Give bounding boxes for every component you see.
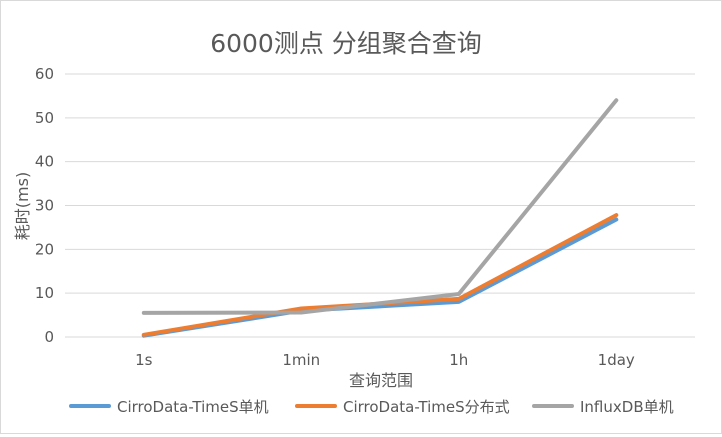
x-axis-label: 查询范围 [349, 371, 413, 390]
x-tick-label-1h: 1h [449, 351, 468, 369]
series-lines [141, 98, 619, 338]
y-tick-label-60: 60 [35, 65, 54, 83]
y-tick-labels: 0 10 20 30 40 50 60 [35, 65, 54, 346]
series-line-1 [141, 217, 619, 338]
x-tick-label-1day: 1day [598, 351, 635, 369]
x-tick-label-1min: 1min [282, 351, 320, 369]
y-tick-label-50: 50 [35, 109, 54, 127]
y-tick-label-40: 40 [35, 153, 54, 171]
y-tick-label-20: 20 [35, 240, 54, 258]
legend-label-2: CirroData-TimeS分布式 [343, 398, 510, 416]
y-tick-label-10: 10 [35, 284, 54, 302]
series-line-2 [141, 213, 619, 337]
legend-label-3: InfluxDB单机 [580, 398, 674, 416]
series-line-3 [141, 98, 619, 315]
legend: CirroData-TimeS单机 CirroData-TimeS分布式 Influ… [69, 398, 674, 416]
x-tick-label-1s: 1s [135, 351, 153, 369]
y-axis-label: 耗时(ms) [13, 172, 32, 240]
y-tick-label-0: 0 [44, 328, 54, 346]
x-tick-labels: 1s 1min 1h 1day [135, 351, 635, 369]
chart-title: 6000测点 分组聚合查询 [210, 29, 482, 58]
legend-label-1: CirroData-TimeS单机 [117, 398, 269, 416]
gridlines [65, 73, 695, 338]
y-tick-label-30: 30 [35, 197, 54, 215]
